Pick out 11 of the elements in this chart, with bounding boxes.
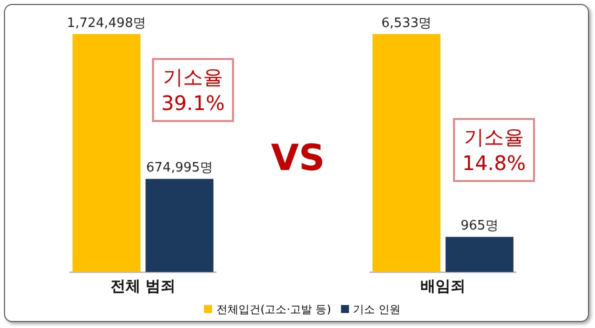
legend-label: 전체입건(고소·고발 등) <box>216 303 332 316</box>
x-axis-title: 전체 범죄 <box>110 276 176 295</box>
annotation: 기소율 14.8% <box>453 118 535 182</box>
annotation: 기소율 39.1% <box>152 58 234 122</box>
data-label: 1,724,498명 <box>66 16 146 31</box>
text: VS <box>271 138 325 179</box>
data-label: 674,995명 <box>146 160 213 176</box>
legend-label: 기소 인원 <box>353 303 401 316</box>
data-label: 6,533명 <box>381 16 432 31</box>
x-axis-title: 배임죄 <box>420 276 466 295</box>
data-label: 965명 <box>460 218 498 234</box>
